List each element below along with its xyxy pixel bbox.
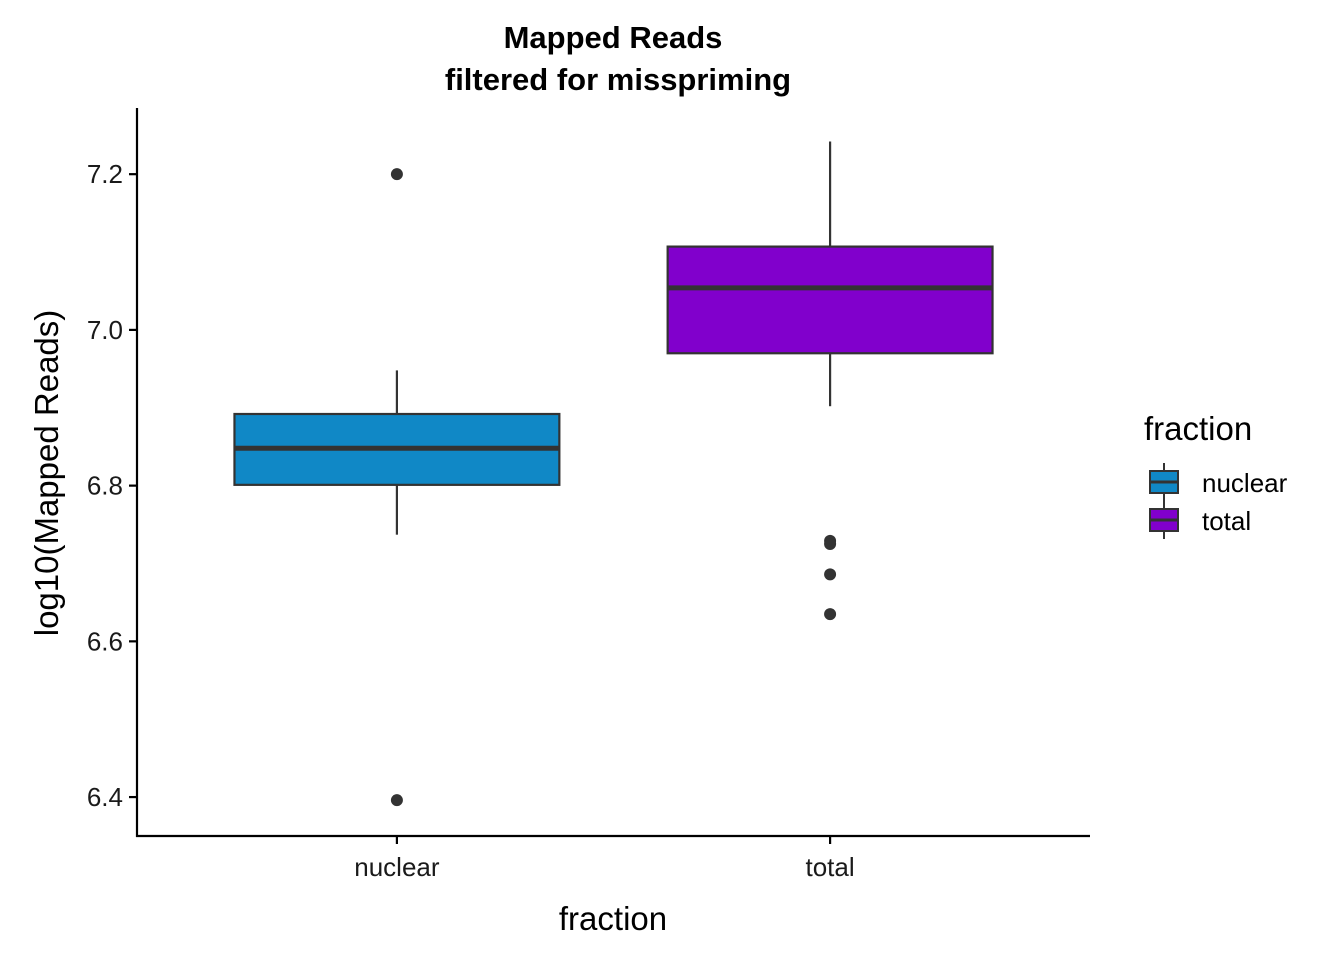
legend-title: fraction (1144, 410, 1252, 447)
y-tick-label: 7.0 (87, 315, 123, 345)
legend: fraction nuclear total (1144, 410, 1288, 539)
outlier-point (824, 538, 837, 551)
y-axis-title: log10(Mapped Reads) (28, 310, 65, 637)
y-tick-label: 7.2 (87, 159, 123, 189)
chart-title: Mapped Reads (504, 20, 723, 55)
outlier-point (824, 608, 837, 621)
y-tick-label: 6.6 (87, 626, 123, 656)
x-tick-label: total (806, 852, 855, 882)
legend-item-nuclear: nuclear (1149, 463, 1288, 501)
x-axis-ticks: nuclear total (354, 836, 855, 882)
outlier-point (390, 168, 403, 181)
legend-entries: nuclear total (1149, 463, 1288, 539)
plot-area (233, 141, 994, 807)
box-group-total (666, 141, 994, 621)
legend-label: nuclear (1202, 468, 1288, 498)
x-axis-title: fraction (559, 900, 667, 937)
box-group-nuclear (233, 168, 561, 807)
outlier-point (390, 794, 403, 807)
y-tick-label: 6.4 (87, 782, 123, 812)
legend-item-total: total (1149, 501, 1251, 539)
outlier-point (824, 568, 837, 581)
chart-subtitle: filtered for misspriming (445, 62, 791, 97)
box-iqr (666, 245, 994, 355)
legend-label: total (1202, 506, 1251, 536)
y-axis-ticks: 6.4 6.6 6.8 7.0 7.2 (87, 159, 137, 812)
y-tick-label: 6.8 (87, 471, 123, 501)
x-tick-label: nuclear (354, 852, 440, 882)
